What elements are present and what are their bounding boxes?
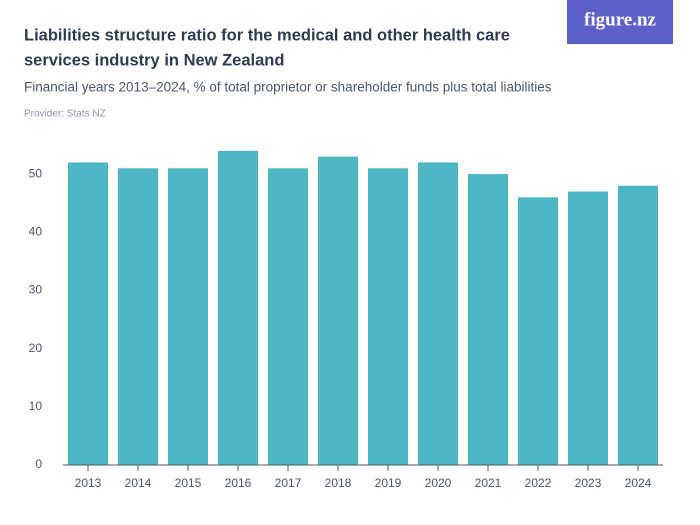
x-tick-label: 2019 — [375, 476, 402, 490]
bar — [318, 156, 358, 466]
y-tick-label: 20 — [29, 341, 43, 355]
y-tick-label: 40 — [29, 224, 43, 238]
x-tick-label: 2023 — [575, 476, 602, 490]
bar — [468, 174, 508, 465]
x-tick-label: 2015 — [175, 476, 202, 490]
bar — [618, 185, 658, 465]
x-tick-label: 2022 — [525, 476, 552, 490]
chart-title: Liabilities structure ratio for the medi… — [24, 26, 510, 44]
provider: Provider: Stats NZ — [24, 109, 106, 120]
bar — [268, 168, 308, 466]
chart-title: services industry in New Zealand — [24, 51, 284, 69]
x-tick-label: 2013 — [75, 476, 102, 490]
x-tick-label: 2020 — [425, 476, 452, 490]
bar — [118, 168, 158, 466]
y-tick-label: 10 — [29, 399, 43, 413]
y-tick-label: 50 — [29, 166, 43, 180]
x-tick-label: 2017 — [275, 476, 302, 490]
bar — [418, 162, 458, 466]
bar — [518, 197, 558, 465]
logo[interactable]: figure.nz — [584, 9, 657, 30]
bar — [368, 168, 408, 466]
x-tick-label: 2021 — [475, 476, 502, 490]
bar — [168, 168, 208, 466]
x-tick-label: 2018 — [325, 476, 352, 490]
y-tick-label: 0 — [35, 457, 42, 471]
bar — [568, 191, 608, 465]
y-tick-label: 30 — [29, 283, 43, 297]
x-tick-label: 2024 — [625, 476, 652, 490]
x-tick-label: 2016 — [225, 476, 252, 490]
logo-box[interactable] — [567, 0, 673, 44]
bar — [68, 162, 108, 466]
chart-subtitle: Financial years 2013–2024, % of total pr… — [24, 80, 552, 95]
x-tick-label: 2014 — [125, 476, 152, 490]
bar — [218, 150, 258, 465]
